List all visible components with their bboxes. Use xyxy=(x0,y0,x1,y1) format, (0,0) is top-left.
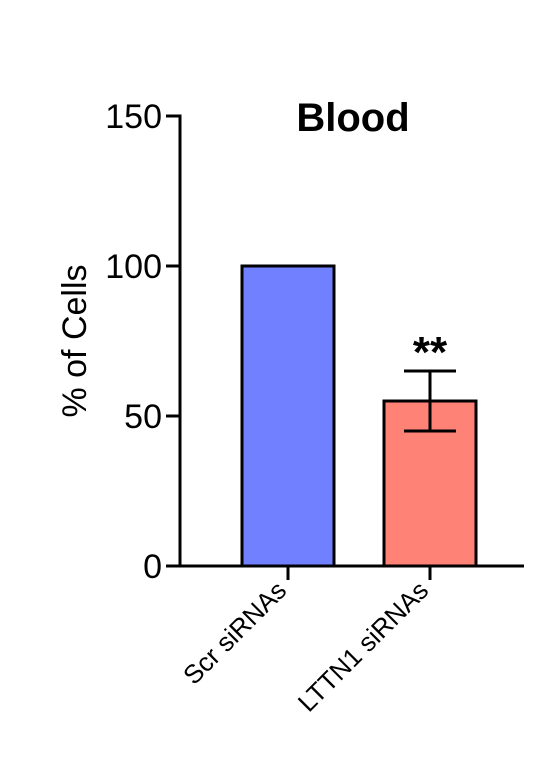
chart-title: Blood xyxy=(296,96,409,140)
y-tick-label: 150 xyxy=(105,98,162,136)
y-tick-label: 50 xyxy=(124,398,162,436)
bar xyxy=(240,264,336,568)
bars: ** xyxy=(240,264,478,568)
x-tick-label: LTTN1 siRNAs xyxy=(292,575,434,717)
y-axis-ticks: 0 50 100 150 xyxy=(105,98,180,586)
x-tick-label: Scr siRNAs xyxy=(177,575,292,690)
significance-label: ** xyxy=(413,328,448,377)
y-tick-label: 100 xyxy=(105,248,162,286)
y-tick-label: 0 xyxy=(143,548,162,586)
y-axis-label: % of Cells xyxy=(56,264,94,417)
x-axis-ticks: Scr siRNAs LTTN1 siRNAs xyxy=(177,566,434,717)
